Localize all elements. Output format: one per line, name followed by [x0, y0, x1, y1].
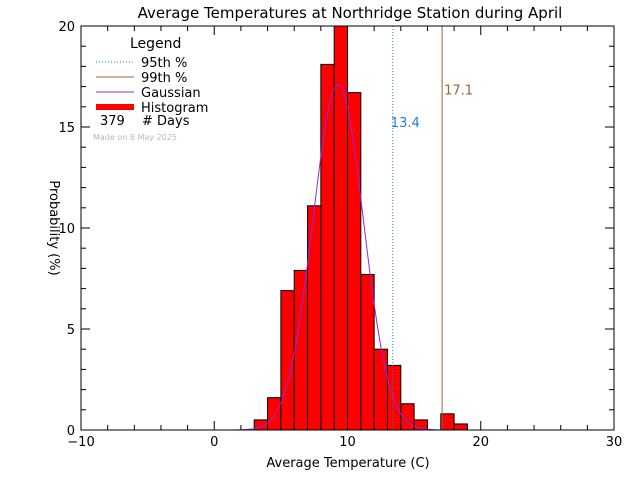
histogram-bar-9: [373, 348, 388, 431]
legend-label-1: 99th %: [141, 71, 187, 86]
histogram-bar-14: [440, 413, 455, 431]
percentile-95-label: 13.4: [391, 116, 420, 131]
legend-label-2: Gaussian: [141, 86, 201, 101]
y-tick-label: 0: [67, 424, 75, 439]
x-tick-label: 20: [472, 435, 489, 450]
gaussian-curve: [234, 84, 448, 431]
y-axis-label: Probability (%): [46, 180, 61, 275]
y-tick-label: 5: [67, 323, 75, 338]
x-tick-label: −10: [67, 435, 94, 450]
x-tick-label: 30: [606, 435, 623, 450]
y-tick-label: 10: [58, 222, 75, 237]
histogram-bar-8: [360, 273, 375, 431]
histogram-bar-4: [307, 205, 322, 431]
x-axis-label: Average Temperature (C): [266, 456, 429, 471]
x-tick-label: 0: [210, 435, 218, 450]
legend-title: Legend: [130, 36, 181, 52]
legend-count-label: # Days: [142, 114, 190, 129]
legend-label-3: Histogram: [141, 101, 208, 116]
histogram-bar-3: [293, 269, 309, 431]
histogram-bar-15: [453, 423, 468, 431]
histogram-bar-5: [320, 63, 335, 431]
percentile-99-label: 17.1: [444, 84, 473, 99]
legend-label-0: 95th %: [141, 56, 187, 71]
x-tick-label: 10: [339, 435, 356, 450]
made-on-note: Made on 8 May 2025: [93, 133, 177, 142]
gaussian-curve-group: [234, 84, 448, 431]
histogram-bars: [253, 25, 468, 431]
histogram-bar-7: [347, 92, 362, 431]
chart-title: Average Temperatures at Northridge Stati…: [138, 4, 563, 22]
legend-count-value: 379: [100, 114, 125, 129]
y-tick-label: 15: [58, 121, 75, 136]
histogram-bar-10: [386, 364, 402, 431]
y-tick-label: 20: [58, 20, 75, 35]
histogram-bar-1: [267, 397, 282, 431]
histogram-bar-2: [280, 290, 295, 431]
percentile-lines: 13.4 17.1: [391, 26, 473, 430]
